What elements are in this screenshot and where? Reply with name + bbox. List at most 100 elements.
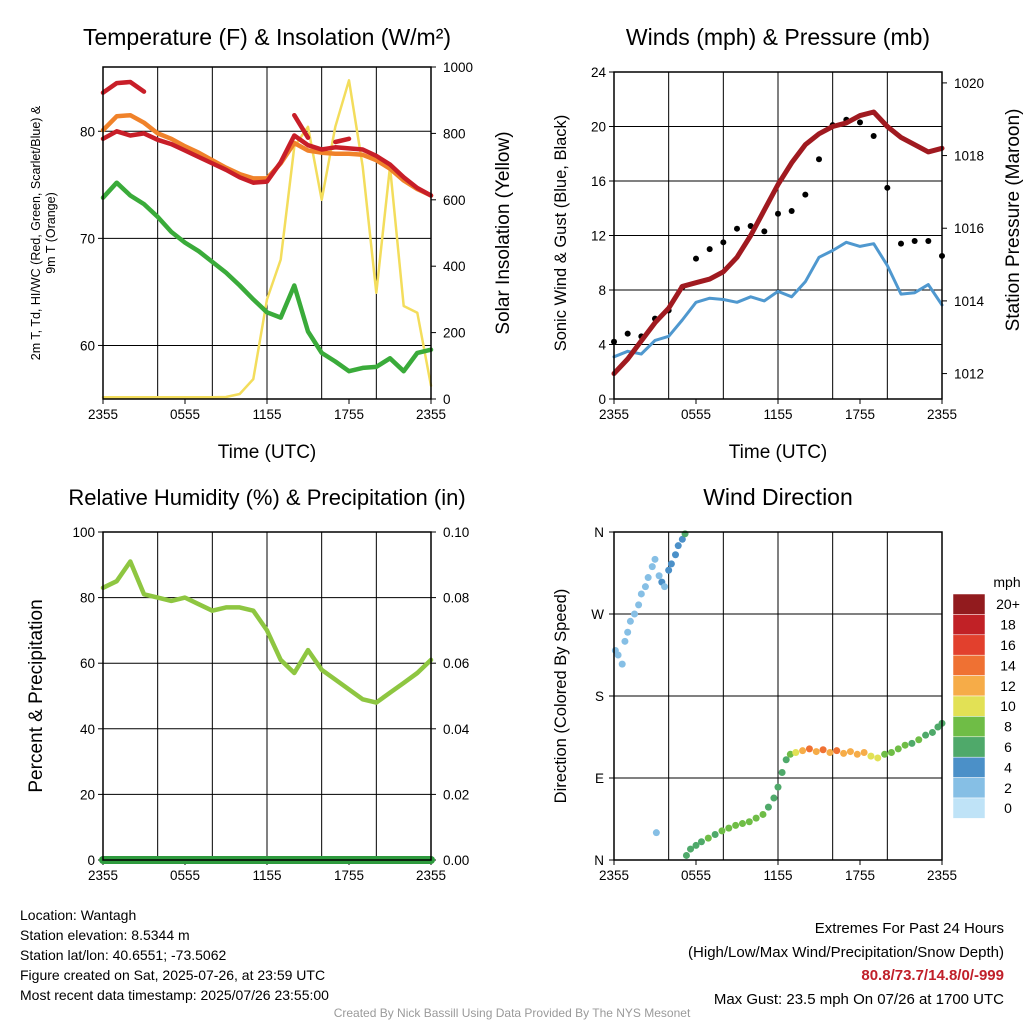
direction-point: [644, 574, 652, 582]
direction-point: [635, 601, 643, 609]
legend-swatch: [952, 614, 986, 636]
legend-swatch: [952, 675, 986, 697]
direction-point: [626, 617, 634, 625]
x-tick-label: 2355: [416, 407, 446, 422]
y-tick-label: 60: [80, 338, 95, 353]
direction-point: [732, 821, 740, 829]
y-tick-label: 24: [591, 65, 607, 80]
direction-point: [759, 810, 767, 818]
x-tick-label: 2355: [927, 407, 957, 422]
extremes-description: (High/Low/Max Wind/Precipitation/Snow De…: [688, 943, 1004, 961]
y2-tick-label: 0.10: [443, 525, 469, 540]
x-tick-label: 2355: [599, 868, 629, 883]
y-tick-label: N: [594, 853, 604, 868]
gust-point: [775, 210, 781, 217]
direction-point: [846, 748, 854, 756]
y2-tick-label: 0: [443, 392, 451, 407]
direction-point: [928, 728, 936, 736]
direction-point: [637, 590, 645, 598]
y-tick-label: 100: [72, 525, 95, 540]
y2-tick-label: 1014: [954, 294, 985, 309]
direction-point: [704, 834, 712, 842]
legend-label: 12: [1000, 678, 1016, 694]
x-tick-label: 2355: [927, 868, 957, 883]
gust-point: [788, 207, 795, 214]
latlon-text: Station lat/lon: 40.6551; -73.5062: [20, 947, 227, 963]
legend-label: 0: [1004, 800, 1012, 816]
y-tick-label: 60: [80, 656, 95, 671]
direction-point: [887, 748, 895, 756]
y-tick-label: 40: [80, 722, 95, 737]
x-tick-label: 0555: [170, 868, 200, 883]
extremes-values: 80.8/73.7/14.8/0/-999: [861, 967, 1004, 984]
direction-point: [840, 749, 848, 757]
direction-point: [665, 566, 673, 574]
y-axis-title: Percent & Precipitation: [26, 599, 47, 792]
direction-point: [922, 731, 930, 739]
direction-point: [778, 769, 786, 777]
y2-tick-label: 1016: [954, 221, 984, 236]
series-line: [100, 79, 352, 145]
direction-point: [678, 535, 686, 543]
plot-border: [613, 531, 943, 861]
gust-point: [802, 191, 809, 198]
direction-point: [718, 827, 726, 835]
direction-point: [618, 660, 626, 668]
x-axis-title: Time (UTC): [729, 442, 828, 463]
y2-tick-label: 0.04: [443, 722, 470, 737]
x-tick-label: 0555: [170, 407, 200, 422]
legend-swatch: [952, 716, 986, 738]
series-line: [100, 180, 434, 374]
y2-tick-label: 400: [443, 259, 466, 274]
legend-label: 18: [1000, 617, 1016, 633]
wind-line: [612, 240, 944, 359]
direction-point: [672, 551, 679, 559]
legend-label: 2: [1004, 780, 1012, 796]
chart-title: Winds (mph) & Pressure (mb): [626, 24, 930, 50]
x-axis-title: Time (UTC): [218, 442, 317, 463]
x-tick-label: 1155: [252, 407, 281, 422]
direction-point: [621, 637, 629, 645]
y-tick-label: 16: [591, 174, 606, 189]
x-tick-label: 1155: [763, 868, 792, 883]
direction-point: [770, 794, 778, 802]
direction-point: [648, 563, 656, 571]
max-gust-text: Max Gust: 23.5 mph On 07/26 at 1700 UTC: [713, 990, 1004, 1008]
direction-point: [819, 746, 827, 754]
direction-point: [874, 754, 882, 762]
elevation-text: Station elevation: 8.5344 m: [20, 927, 190, 943]
x-tick-label: 1755: [334, 407, 364, 422]
x-tick-label: 1755: [845, 407, 875, 422]
legend-title: mph: [993, 574, 1020, 590]
direction-point: [667, 560, 675, 568]
plot-border: [613, 71, 943, 400]
legend-label: 16: [1000, 637, 1016, 653]
gust-point: [747, 222, 754, 229]
y-axis-title: Direction (Colored By Speed): [552, 589, 570, 804]
legend-label: 20+: [996, 596, 1020, 612]
y-tick-label: 20: [80, 787, 95, 802]
y2-tick-label: 0.00: [443, 853, 469, 868]
y2-axis-title: Station Pressure (Maroon): [1003, 109, 1024, 332]
direction-point: [697, 838, 705, 846]
legend-label: 4: [1004, 759, 1012, 775]
direction-point: [661, 583, 669, 591]
direction-point: [860, 748, 868, 756]
gust-point: [870, 133, 877, 140]
gust-point: [761, 228, 768, 235]
legend-swatch: [952, 736, 986, 758]
y2-tick-label: 0.08: [443, 591, 469, 606]
y-tick-label: N: [594, 525, 604, 540]
direction-point: [853, 750, 861, 758]
direction-point: [692, 841, 700, 849]
direction-point: [651, 555, 659, 563]
plot-border: [102, 66, 432, 400]
x-tick-label: 1755: [334, 868, 364, 883]
direction-point: [867, 752, 875, 760]
y-tick-label: 4: [598, 338, 606, 353]
recent-data-text: Most recent data timestamp: 2025/07/26 2…: [20, 987, 329, 1003]
legend-swatch: [952, 777, 986, 799]
gust-point: [734, 225, 740, 232]
direction-point: [652, 829, 660, 837]
series-line: [101, 79, 433, 399]
